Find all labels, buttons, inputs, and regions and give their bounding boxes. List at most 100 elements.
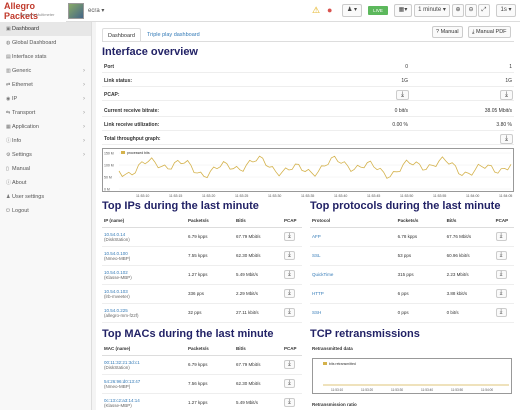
- column-header[interactable]: IP (name): [102, 215, 186, 228]
- manual-button[interactable]: ? Manual: [432, 26, 463, 38]
- user-dropdown[interactable]: ♟ ▾: [342, 4, 362, 17]
- tab-triple-play[interactable]: Triple play dashboard: [147, 32, 200, 38]
- column-header[interactable]: PCAP: [493, 215, 514, 228]
- protocol-link[interactable]: HTTP: [312, 291, 324, 296]
- protocol-cell: SSL: [310, 246, 396, 266]
- throughput-chart: 150 M 100 M 50 M 0 M processed bits: [102, 148, 514, 192]
- book-icon: ▯: [6, 166, 9, 172]
- download-icon[interactable]: ⤓: [284, 308, 295, 317]
- sidebar-item-logout[interactable]: ⏻ Logout: [0, 204, 91, 218]
- column-header[interactable]: Packets/s: [186, 215, 234, 228]
- sidebar-item-ip[interactable]: ◉ IP ›: [0, 92, 91, 106]
- download-icon[interactable]: ⤓: [284, 379, 295, 388]
- sidebar-item-application[interactable]: ▦Application ›: [0, 120, 91, 134]
- protocol-link[interactable]: AFP: [312, 234, 321, 239]
- table-row: 54:26:96:d0:13:47 (Nmeo-MBP) 7.56 kpps 62.3…: [102, 374, 302, 394]
- alert-icon[interactable]: ●: [327, 5, 333, 15]
- download-icon[interactable]: ⤓: [284, 360, 295, 369]
- warning-icon[interactable]: ⚠: [312, 5, 321, 15]
- column-header[interactable]: Packets/s: [395, 215, 445, 228]
- bits-cell: 5.49 Mbit/s: [234, 265, 282, 285]
- x-tick-label: 11:53:50: [400, 194, 414, 198]
- pcap-cell: ⤓: [493, 303, 514, 323]
- column-header[interactable]: Bit/s: [444, 215, 494, 228]
- user-icon: ♟: [346, 7, 353, 13]
- interval-select[interactable]: 1 minute ▾: [414, 4, 450, 17]
- graph-download-icon[interactable]: ⤓: [500, 134, 513, 144]
- sidebar-item-info[interactable]: ⓘInfo ›: [0, 134, 91, 148]
- pcap-cell: ⤓: [493, 265, 514, 285]
- refresh-select[interactable]: 1s ▾: [496, 4, 516, 17]
- pcap-cell: ⤓: [493, 227, 514, 247]
- protocol-link[interactable]: SSL: [312, 253, 321, 258]
- ip-link[interactable]: 10.54.0.102: [104, 269, 128, 275]
- tab-dashboard[interactable]: Dashboard: [102, 28, 141, 42]
- sidebar-item-settings[interactable]: ⚙ Settings ›: [0, 148, 91, 162]
- logo[interactable]: Allegro Packets Network Multimeter: [0, 0, 66, 22]
- packets-cell: 32 pps: [186, 303, 234, 323]
- interface-overview-title: Interface overview: [102, 46, 198, 58]
- ip-cell: 10.54.0.14 (DiskStation): [102, 227, 186, 247]
- download-icon[interactable]: ⤓: [284, 270, 295, 279]
- sidebar-item-generic[interactable]: ▥Generic ›: [0, 64, 91, 78]
- mac-link[interactable]: 00:11:32:21:3d:c1: [104, 359, 140, 365]
- protocol-cell: SSH: [310, 303, 396, 323]
- download-icon[interactable]: ⤓: [495, 251, 507, 260]
- ip-link[interactable]: 10.54.0.100: [104, 250, 128, 256]
- download-icon[interactable]: ⤓: [495, 232, 507, 241]
- download-icon[interactable]: ⤓: [284, 232, 295, 241]
- column-header[interactable]: PCAP: [282, 215, 302, 228]
- column-header[interactable]: PCAP: [282, 343, 302, 356]
- download-icon[interactable]: ⤓: [284, 251, 295, 260]
- sidebar-item-global-dashboard[interactable]: ◍ Global Dashboard: [0, 36, 91, 50]
- ip-link[interactable]: 10.54.0.14: [104, 231, 126, 237]
- download-icon[interactable]: ⤓: [284, 289, 295, 298]
- mac-link[interactable]: 0c:13:c2:a3:14:14: [104, 397, 140, 403]
- download-icon[interactable]: ⤓: [495, 270, 507, 279]
- zoom-in-icon[interactable]: ⊕: [452, 4, 464, 17]
- column-header[interactable]: MAC (name): [102, 343, 186, 356]
- column-header[interactable]: Bit/s: [234, 215, 282, 228]
- main-content: Dashboard Triple play dashboard ? Manual…: [96, 22, 520, 410]
- sidebar-item-label: Global Dashboard: [12, 40, 57, 46]
- calendar-dropdown[interactable]: ▦▾: [394, 4, 412, 17]
- table-row: 10.54.0.102 (Klasse-MBP) 1.27 kpps 5.49 Mbi…: [102, 265, 302, 285]
- ip-link[interactable]: 10.54.0.225: [104, 307, 128, 313]
- throughput-svg: 150 M 100 M 50 M 0 M processed bits: [104, 151, 512, 192]
- ip-cell: 10.54.0.102 (Klasse-MBP): [102, 265, 186, 285]
- download-icon[interactable]: ⤓: [495, 289, 507, 298]
- table-row: SSL 53 pps 60.96 kbit/s ⤓: [310, 246, 514, 266]
- sidebar-item-transport[interactable]: ⇆ Transport ›: [0, 106, 91, 120]
- ip-link[interactable]: 10.54.0.103: [104, 288, 128, 294]
- packets-cell: 6.79 kpps: [186, 227, 234, 247]
- manual-pdf-button[interactable]: ⤓ Manual PDF: [468, 26, 511, 38]
- protocol-link[interactable]: QuickTime: [312, 272, 334, 277]
- host-selector[interactable]: ecra ▾: [88, 8, 105, 14]
- table-row: 00:11:32:21:3d:c1 (DiskStation) 6.79 kpps 6…: [102, 355, 302, 375]
- live-badge[interactable]: LIVE: [368, 6, 388, 15]
- sidebar-item-dashboard[interactable]: ▣Dashboard: [0, 22, 91, 36]
- zoom-fit-icon[interactable]: ⤢: [478, 4, 490, 17]
- packets-cell: 6.78 kpps: [395, 227, 445, 247]
- sidebar-item-about[interactable]: ⓘAbout: [0, 176, 91, 190]
- download-icon[interactable]: ⤓: [284, 398, 295, 407]
- column-header[interactable]: Protocol: [310, 215, 396, 228]
- table-row: AFP 6.78 kpps 67.76 Mbit/s ⤓: [310, 227, 514, 247]
- protocol-link[interactable]: SSH: [312, 310, 322, 315]
- pcap-download-port0-icon[interactable]: ⤓: [396, 90, 409, 100]
- host-name: (DiskStation): [104, 236, 130, 242]
- x-tick-label: 11:53:40: [334, 194, 348, 198]
- column-header[interactable]: Packets/s: [186, 343, 234, 356]
- sidebar-item-label: Generic: [12, 68, 32, 74]
- sidebar-item-user-settings[interactable]: ♟ User settings: [0, 190, 91, 204]
- mac-link[interactable]: 54:26:96:d0:13:47: [104, 378, 141, 384]
- table-header-row: MAC (name) Packets/s Bit/s PCAP: [102, 343, 302, 356]
- download-icon[interactable]: ⤓: [495, 308, 507, 317]
- generic-icon: ▥: [6, 68, 11, 74]
- column-header[interactable]: Bit/s: [234, 343, 282, 356]
- sidebar-item-ethernet[interactable]: ⇄ Ethernet ›: [0, 78, 91, 92]
- pcap-download-port1-icon[interactable]: ⤓: [500, 90, 513, 100]
- sidebar-item-interface-stats[interactable]: ▤Interface stats: [0, 50, 91, 64]
- sidebar-item-manual[interactable]: ▯ Manual: [0, 162, 91, 176]
- zoom-out-icon[interactable]: ⊖: [465, 4, 477, 17]
